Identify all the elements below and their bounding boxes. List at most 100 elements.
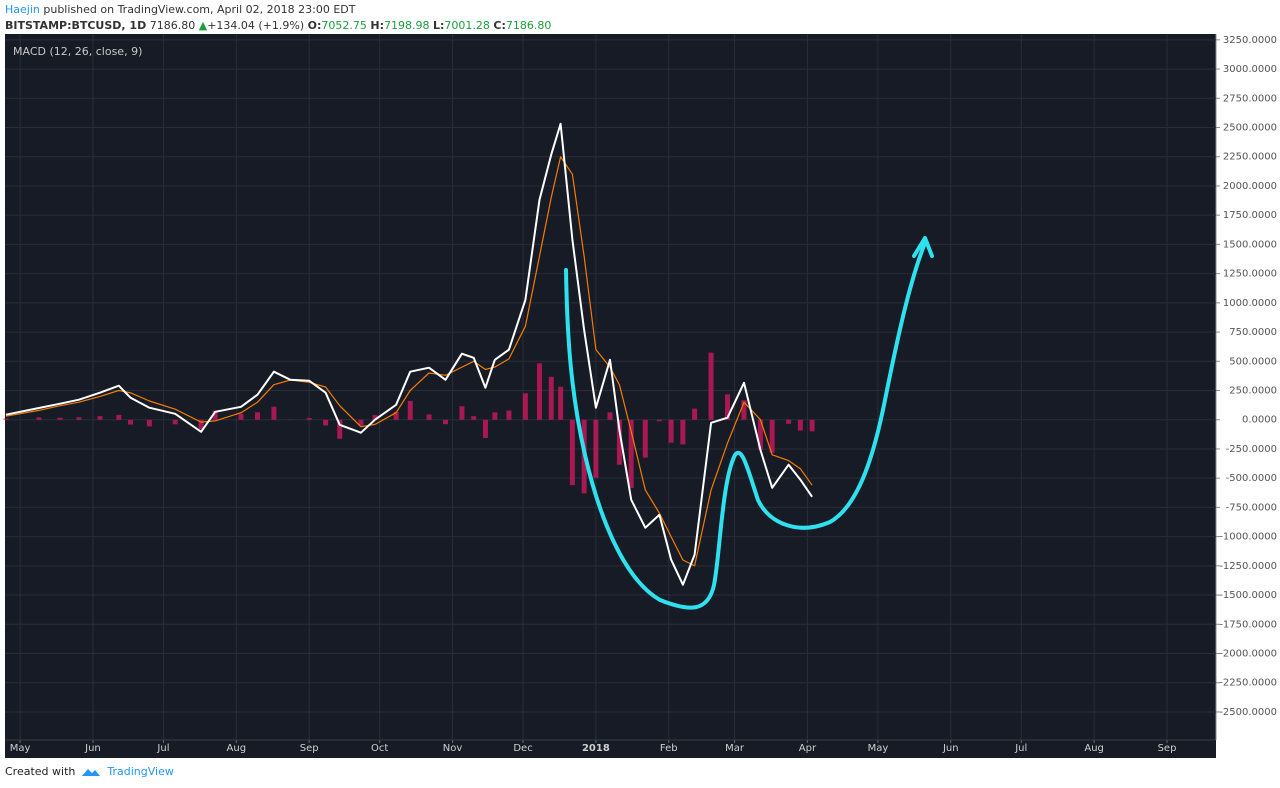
histogram-bar <box>254 412 260 420</box>
low: 7001.28 <box>444 19 490 32</box>
close: 7186.80 <box>505 19 552 32</box>
histogram-bar <box>482 419 488 438</box>
x-tick-label: Feb <box>660 743 678 754</box>
y-axis-background <box>1216 34 1280 740</box>
histogram-bar <box>426 414 432 420</box>
y-tick-label: 1500.0000 <box>1223 239 1277 250</box>
chart: MACD (12, 26, close, 9) 3250.0000 3000.00… <box>3 34 1280 758</box>
histogram-bar <box>57 417 63 420</box>
high: 7198.98 <box>384 19 430 32</box>
x-tick-label: Aug <box>227 743 247 754</box>
arrow: ▲ <box>198 19 208 32</box>
y-tick-label: 2500.0000 <box>1223 123 1277 134</box>
histogram-bar <box>656 419 662 422</box>
histogram-bar <box>548 376 554 420</box>
x-tick-label: Nov <box>443 743 463 754</box>
y-tick-label: 1250.0000 <box>1223 269 1277 280</box>
y-tick-label: -2250.0000 <box>1219 678 1277 689</box>
x-tick-label: Jul <box>156 743 169 754</box>
logo-shape <box>82 768 101 776</box>
footer: Created with TradingView <box>5 765 174 778</box>
histogram-bar <box>372 415 378 420</box>
histogram-bar <box>128 419 134 425</box>
brand[interactable]: TradingView <box>107 765 174 778</box>
label: C: <box>493 19 506 32</box>
x-tick-label: Jun <box>942 743 959 754</box>
hand-drawn-curve <box>564 241 927 610</box>
histogram-bar <box>271 406 277 420</box>
histogram-bar <box>238 413 244 420</box>
y-tick-label: 750.0000 <box>1229 327 1277 338</box>
histogram-bar <box>442 419 448 425</box>
symbol: BITSTAMP:BTCUSD, 1D <box>5 19 147 32</box>
histogram-bar <box>3 418 9 420</box>
y-tick-label: 250.0000 <box>1229 386 1277 397</box>
histogram-bar <box>36 417 42 420</box>
label: O: <box>307 19 322 32</box>
y-tick-label: 500.0000 <box>1229 356 1277 367</box>
histogram-bar <box>692 408 698 420</box>
histogram-bar <box>569 419 575 486</box>
x-tick-label: Dec <box>513 743 532 754</box>
histogram-bar <box>769 419 775 453</box>
histogram-bar <box>337 419 343 439</box>
histogram-bar <box>116 414 122 420</box>
histogram-bar <box>212 410 218 420</box>
indicator-title: MACD (12, 26, close, 9) <box>13 45 142 58</box>
grid <box>5 34 1216 740</box>
y-tick-label: 2250.0000 <box>1223 152 1277 163</box>
histogram-bar <box>616 419 622 465</box>
y-tick-label: 1750.0000 <box>1223 210 1277 221</box>
published: published on TradingView.com, April 02, … <box>43 3 356 16</box>
macd-line <box>5 156 813 567</box>
y-tick-label: 0.0000 <box>1242 415 1277 426</box>
y-tick-label: -2500.0000 <box>1219 707 1277 718</box>
macd-line <box>5 122 813 586</box>
y-tick-label: 1000.0000 <box>1223 298 1277 309</box>
created: Created with <box>5 765 76 778</box>
histogram-bar <box>471 416 477 420</box>
x-tick-label: Oct <box>371 743 388 754</box>
histogram-bar <box>628 419 634 488</box>
y-tick-label: 3000.0000 <box>1223 64 1277 75</box>
histogram-bar <box>558 386 564 420</box>
y-tick-label: 2000.0000 <box>1223 181 1277 192</box>
histogram-bar <box>642 419 648 458</box>
header: Haejin published on TradingView.com, Apr… <box>5 2 551 34</box>
x-tick-label: Sep <box>300 743 319 754</box>
annotation <box>564 236 934 610</box>
header-line: Haejin published on TradingView.com, Apr… <box>5 2 551 18</box>
histogram-bar <box>492 412 498 420</box>
x-tick-label: May <box>10 743 31 754</box>
histogram-bar <box>459 406 465 420</box>
y-tick-label: 2750.0000 <box>1223 93 1277 104</box>
histogram-bar <box>786 419 792 424</box>
histogram-bar <box>76 417 82 420</box>
histogram-bar <box>668 419 674 443</box>
x-tick-label: May <box>868 743 889 754</box>
author[interactable]: Haejin <box>5 3 40 16</box>
marks <box>3 122 815 586</box>
y-tick-label: 3250.0000 <box>1223 35 1277 46</box>
x-tick-label: Jun <box>84 743 101 754</box>
histogram-bar <box>809 419 815 432</box>
open: 7052.75 <box>321 19 367 32</box>
arrow-head <box>912 236 934 258</box>
histogram-bar <box>393 411 399 420</box>
y-tick-label: -750.0000 <box>1226 502 1277 513</box>
histogram-bar <box>607 412 613 420</box>
histogram-bar <box>757 419 763 450</box>
y-tick-label: -2000.0000 <box>1219 649 1277 660</box>
last: 7186.80 <box>149 19 196 32</box>
histogram-bar <box>323 419 329 426</box>
y-tick-label: -500.0000 <box>1226 473 1277 484</box>
histogram-bar <box>741 400 747 420</box>
histogram-bar <box>680 419 686 445</box>
histogram-bar <box>536 363 542 420</box>
x-tick-label: Jul <box>1014 743 1027 754</box>
label: H: <box>370 19 384 32</box>
y-tick-label: -1750.0000 <box>1219 619 1277 630</box>
histogram-bar <box>306 418 312 420</box>
histogram-bar <box>708 352 714 420</box>
